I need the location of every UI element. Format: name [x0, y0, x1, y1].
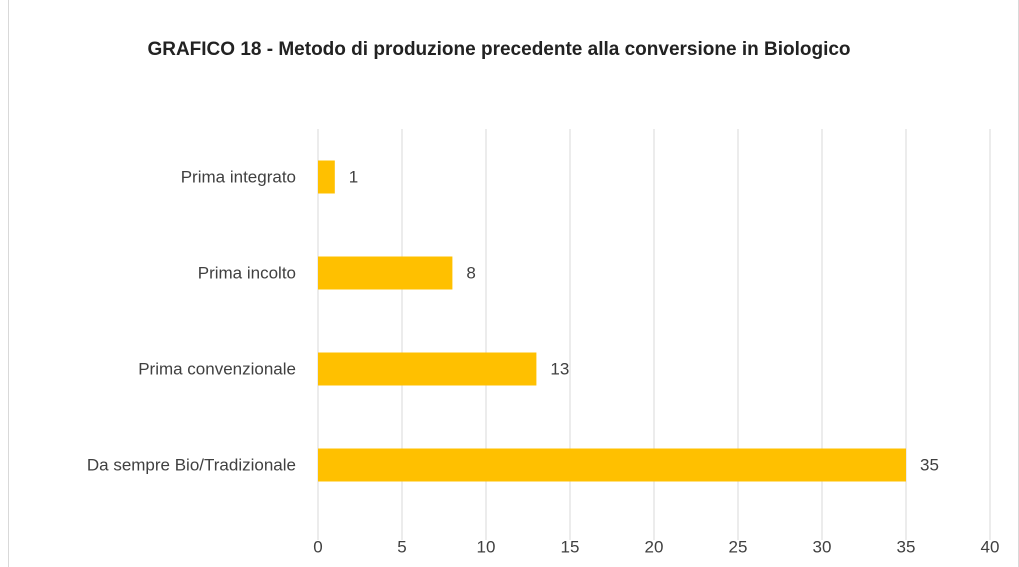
x-tick-label: 5	[397, 537, 406, 556]
x-tick-label: 15	[561, 537, 580, 556]
y-tick-label: Prima convenzionale	[138, 359, 296, 378]
y-tick-label: Prima incolto	[198, 263, 296, 282]
x-tick-label: 25	[729, 537, 748, 556]
x-tick-label: 40	[981, 537, 1000, 556]
chart-title: GRAFICO 18 - Metodo di produzione preced…	[147, 39, 851, 60]
bar	[318, 352, 537, 386]
x-tick-label: 0	[313, 537, 322, 556]
bar	[318, 448, 906, 482]
data-label: 35	[920, 455, 939, 474]
data-label: 8	[466, 263, 475, 282]
x-tick-label: 10	[477, 537, 496, 556]
data-label: 1	[349, 167, 358, 186]
data-label: 13	[550, 359, 569, 378]
chart-border	[8, 0, 1019, 567]
y-tick-label: Da sempre Bio/Tradizionale	[87, 455, 296, 474]
x-tick-label: 30	[813, 537, 832, 556]
x-tick-label: 20	[645, 537, 664, 556]
bar	[318, 256, 453, 290]
bar	[318, 160, 335, 194]
x-tick-label: 35	[897, 537, 916, 556]
y-tick-label: Prima integrato	[181, 167, 296, 186]
